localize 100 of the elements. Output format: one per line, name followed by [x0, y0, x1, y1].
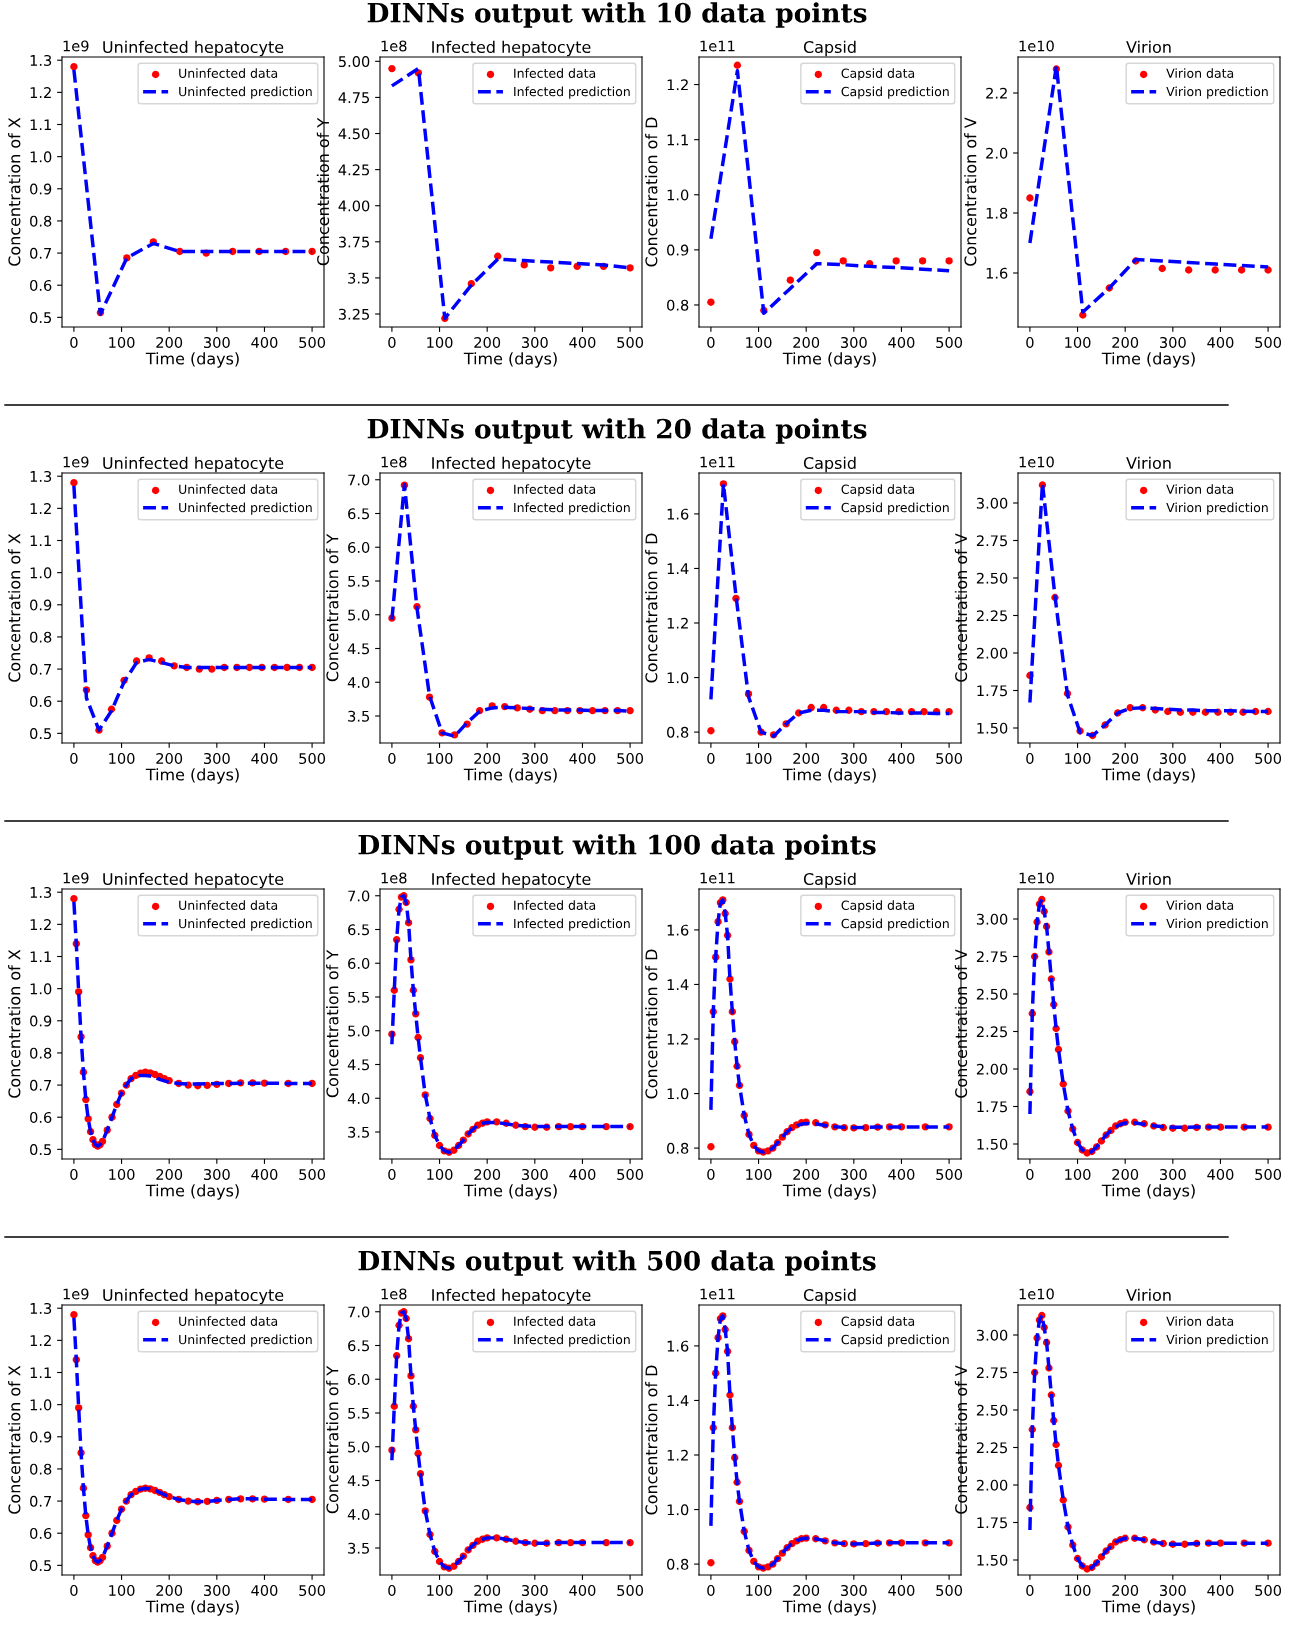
- text: DINNs output with 20 data points: [367, 418, 867, 444]
- x-tick-label: 0: [1026, 336, 1034, 349]
- y-tick-label: 2.75: [976, 951, 1007, 963]
- text: 1e9: [63, 872, 89, 884]
- legend-label: Virion data: [1166, 68, 1234, 78]
- legend-label: Virion data: [1166, 484, 1234, 494]
- text: 1e11: [700, 456, 735, 468]
- text: 1e11: [700, 1288, 735, 1300]
- x-tick-label: 500: [1255, 752, 1282, 765]
- y-axis-title: Concentration of X: [8, 949, 21, 1098]
- y-tick-label: 1.1: [30, 535, 51, 547]
- y-tick-label: 3.00: [976, 1329, 1008, 1341]
- x-tick-label: 300: [1160, 1584, 1186, 1597]
- y-tick-label: 2.25: [976, 1026, 1007, 1038]
- y-tick-label: 6.5: [348, 924, 369, 936]
- x-tick-label: 500: [617, 1584, 644, 1597]
- y-tick-label: 0.9: [667, 244, 689, 256]
- y-tick-label: 4.50: [338, 128, 370, 140]
- x-tick-label: 200: [793, 1168, 820, 1181]
- y-tick-label: 1.4: [667, 1395, 689, 1406]
- text: 1e9: [63, 456, 89, 468]
- y-tick-label: 4.5: [347, 1475, 369, 1487]
- legend-label: Infected prediction: [514, 918, 630, 931]
- y-tick-label: 6.5: [348, 508, 369, 520]
- text: DINNs output with 500 data points: [358, 1250, 876, 1276]
- x-tick-label: 0: [707, 336, 715, 349]
- text: 1e10: [1019, 872, 1054, 884]
- chart-title: Uninfected hepatocyte: [103, 872, 284, 889]
- y-tick-label: 2.50: [976, 988, 1008, 1000]
- legend-label: Virion prediction: [1166, 86, 1268, 99]
- legend-label: Capsid prediction: [841, 86, 949, 99]
- text: 1e11: [700, 40, 735, 52]
- x-tick-label: 300: [522, 1584, 548, 1597]
- y-tick-label: 1.4: [667, 563, 689, 574]
- x-tick-label: 300: [204, 1584, 230, 1597]
- x-tick-label: 300: [1160, 336, 1186, 349]
- x-axis-title: Time (days): [1101, 1184, 1195, 1200]
- legend-label: Infected data: [514, 1316, 596, 1326]
- y-tick-label: 1.50: [977, 722, 1008, 734]
- x-tick-label: 100: [1065, 336, 1091, 349]
- x-tick-label: 300: [1160, 752, 1186, 765]
- x-axis-title: Time (days): [145, 352, 239, 368]
- x-tick-label: 300: [841, 1168, 867, 1181]
- y-tick-label: 1.0: [30, 983, 52, 995]
- y-tick-label: 1.2: [667, 79, 688, 91]
- x-tick-label: 400: [888, 1584, 915, 1597]
- y-axis-title: Concentration of X: [8, 1365, 21, 1514]
- text: 1e10: [1019, 40, 1054, 52]
- legend-label: Virion data: [1166, 900, 1234, 910]
- legend-label: Uninfected prediction: [179, 86, 312, 99]
- y-tick-label: 3.5: [348, 1542, 369, 1554]
- x-tick-label: 0: [388, 1584, 396, 1597]
- legend-label: Capsid data: [841, 900, 915, 913]
- x-tick-label: 500: [617, 752, 644, 765]
- y-tick-label: 6.5: [348, 1340, 369, 1352]
- y-tick-label: 5.5: [348, 575, 369, 587]
- legend-label: Uninfected data: [179, 1316, 278, 1326]
- chart-title: Capsid: [803, 872, 856, 889]
- x-tick-label: 200: [1112, 336, 1139, 349]
- x-tick-label: 300: [522, 336, 548, 349]
- x-tick-label: 400: [569, 336, 596, 349]
- x-tick-label: 300: [841, 336, 867, 349]
- y-tick-label: 1.75: [977, 685, 1007, 697]
- y-tick-label: 3.00: [976, 497, 1008, 509]
- chart-title: Capsid: [803, 40, 856, 57]
- y-tick-label: 1.0: [667, 189, 689, 201]
- y-tick-label: 1.1: [30, 951, 51, 963]
- legend-label: Uninfected data: [179, 484, 278, 494]
- legend-label: Infected data: [514, 484, 596, 494]
- x-tick-label: 400: [888, 1168, 915, 1181]
- y-tick-label: 1.2: [30, 919, 51, 930]
- x-tick-label: 0: [388, 336, 396, 349]
- y-axis-title: Concentration of Y: [326, 533, 339, 682]
- y-tick-label: 4.25: [338, 164, 369, 176]
- chart-title: Infected hepatocyte: [432, 1288, 591, 1305]
- x-tick-label: 100: [1065, 1168, 1091, 1181]
- x-tick-label: 100: [109, 336, 135, 349]
- y-tick-label: 0.9: [30, 1015, 52, 1027]
- y-tick-label: 6.0: [348, 957, 370, 969]
- x-tick-label: 200: [793, 752, 820, 765]
- x-axis-title: Time (days): [463, 1184, 557, 1200]
- y-tick-label: 1.0: [667, 672, 689, 684]
- x-tick-label: 200: [474, 752, 501, 765]
- x-tick-label: 100: [746, 752, 772, 765]
- x-tick-label: 200: [474, 1584, 501, 1597]
- y-tick-label: 2.75: [976, 1367, 1007, 1379]
- legend-label: Capsid data: [841, 484, 915, 497]
- x-axis-title: Time (days): [1101, 768, 1195, 784]
- y-tick-label: 1.1: [667, 134, 688, 146]
- text: 1e8: [381, 872, 407, 884]
- y-tick-label: 1.0: [30, 151, 52, 163]
- x-tick-label: 0: [707, 1584, 715, 1597]
- x-tick-label: 200: [793, 336, 820, 349]
- x-tick-label: 400: [888, 752, 915, 765]
- chart-title: Virion: [1126, 1288, 1171, 1302]
- x-tick-label: 500: [936, 752, 963, 765]
- x-tick-label: 400: [251, 752, 278, 765]
- y-tick-label: 1.6: [667, 924, 689, 936]
- x-tick-label: 500: [1255, 1584, 1282, 1597]
- x-tick-label: 200: [1112, 1168, 1139, 1181]
